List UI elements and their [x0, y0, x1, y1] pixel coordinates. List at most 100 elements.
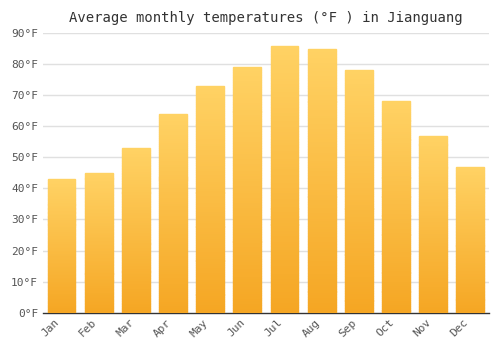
Bar	[456, 247, 484, 248]
Bar	[234, 215, 262, 217]
Bar	[456, 296, 484, 298]
Bar	[419, 168, 447, 169]
Bar	[122, 191, 150, 192]
Bar	[85, 222, 112, 223]
Bar	[48, 235, 76, 237]
Bar	[382, 190, 410, 192]
Bar	[456, 286, 484, 288]
Bar	[48, 183, 76, 184]
Bar	[48, 190, 76, 191]
Bar	[234, 217, 262, 219]
Bar	[85, 241, 112, 243]
Bar	[234, 163, 262, 166]
Bar	[159, 279, 187, 281]
Bar	[85, 285, 112, 286]
Bar	[234, 119, 262, 121]
Bar	[308, 70, 336, 72]
Bar	[122, 234, 150, 235]
Bar	[234, 212, 262, 215]
Bar	[345, 191, 373, 194]
Bar	[382, 222, 410, 224]
Bar	[196, 247, 224, 249]
Bar	[419, 155, 447, 157]
Bar	[196, 229, 224, 231]
Bar	[382, 264, 410, 266]
Bar	[159, 291, 187, 293]
Bar	[196, 195, 224, 197]
Bar	[382, 163, 410, 165]
Bar	[159, 180, 187, 182]
Bar	[419, 268, 447, 270]
Bar	[85, 183, 112, 184]
Bar	[122, 202, 150, 204]
Bar	[234, 188, 262, 190]
Bar	[122, 245, 150, 247]
Bar	[122, 201, 150, 202]
Bar	[159, 144, 187, 146]
Bar	[382, 253, 410, 256]
Bar	[345, 228, 373, 230]
Bar	[345, 167, 373, 170]
Bar	[122, 219, 150, 220]
Bar	[234, 173, 262, 175]
Bar	[456, 251, 484, 253]
Bar	[456, 257, 484, 259]
Bar	[122, 239, 150, 240]
Bar	[419, 240, 447, 242]
Bar	[382, 285, 410, 287]
Bar	[270, 56, 298, 59]
Bar	[308, 231, 336, 233]
Bar	[196, 120, 224, 122]
Bar	[270, 51, 298, 54]
Bar	[196, 240, 224, 243]
Bar	[122, 229, 150, 230]
Bar	[48, 193, 76, 194]
Bar	[122, 285, 150, 286]
Bar	[48, 255, 76, 257]
Bar	[85, 244, 112, 246]
Bar	[308, 252, 336, 254]
Bar	[382, 146, 410, 148]
Bar	[456, 219, 484, 221]
Bar	[382, 194, 410, 197]
Bar	[85, 223, 112, 225]
Bar	[159, 140, 187, 142]
Bar	[382, 129, 410, 131]
Bar	[345, 264, 373, 267]
Bar	[85, 211, 112, 212]
Bar	[382, 205, 410, 207]
Bar	[48, 224, 76, 226]
Bar	[345, 153, 373, 155]
Bar	[308, 154, 336, 157]
Bar	[234, 170, 262, 173]
Bar	[234, 286, 262, 288]
Bar	[48, 179, 76, 181]
Bar	[48, 257, 76, 258]
Bar	[270, 299, 298, 302]
Bar	[48, 270, 76, 271]
Bar	[122, 267, 150, 268]
Bar	[270, 126, 298, 128]
Bar	[196, 249, 224, 251]
Bar	[234, 278, 262, 281]
Bar	[48, 195, 76, 196]
Bar	[456, 189, 484, 190]
Bar	[345, 158, 373, 160]
Bar	[234, 308, 262, 310]
Bar	[419, 256, 447, 258]
Bar	[85, 177, 112, 178]
Bar	[456, 197, 484, 199]
Bar	[456, 275, 484, 276]
Bar	[270, 190, 298, 193]
Bar	[419, 180, 447, 182]
Bar	[419, 299, 447, 300]
Bar	[419, 267, 447, 268]
Bar	[382, 120, 410, 122]
Bar	[234, 141, 262, 144]
Bar	[196, 215, 224, 217]
Bar	[234, 251, 262, 254]
Bar	[85, 308, 112, 310]
Bar	[48, 238, 76, 239]
Bar	[270, 88, 298, 91]
Bar	[308, 110, 336, 112]
